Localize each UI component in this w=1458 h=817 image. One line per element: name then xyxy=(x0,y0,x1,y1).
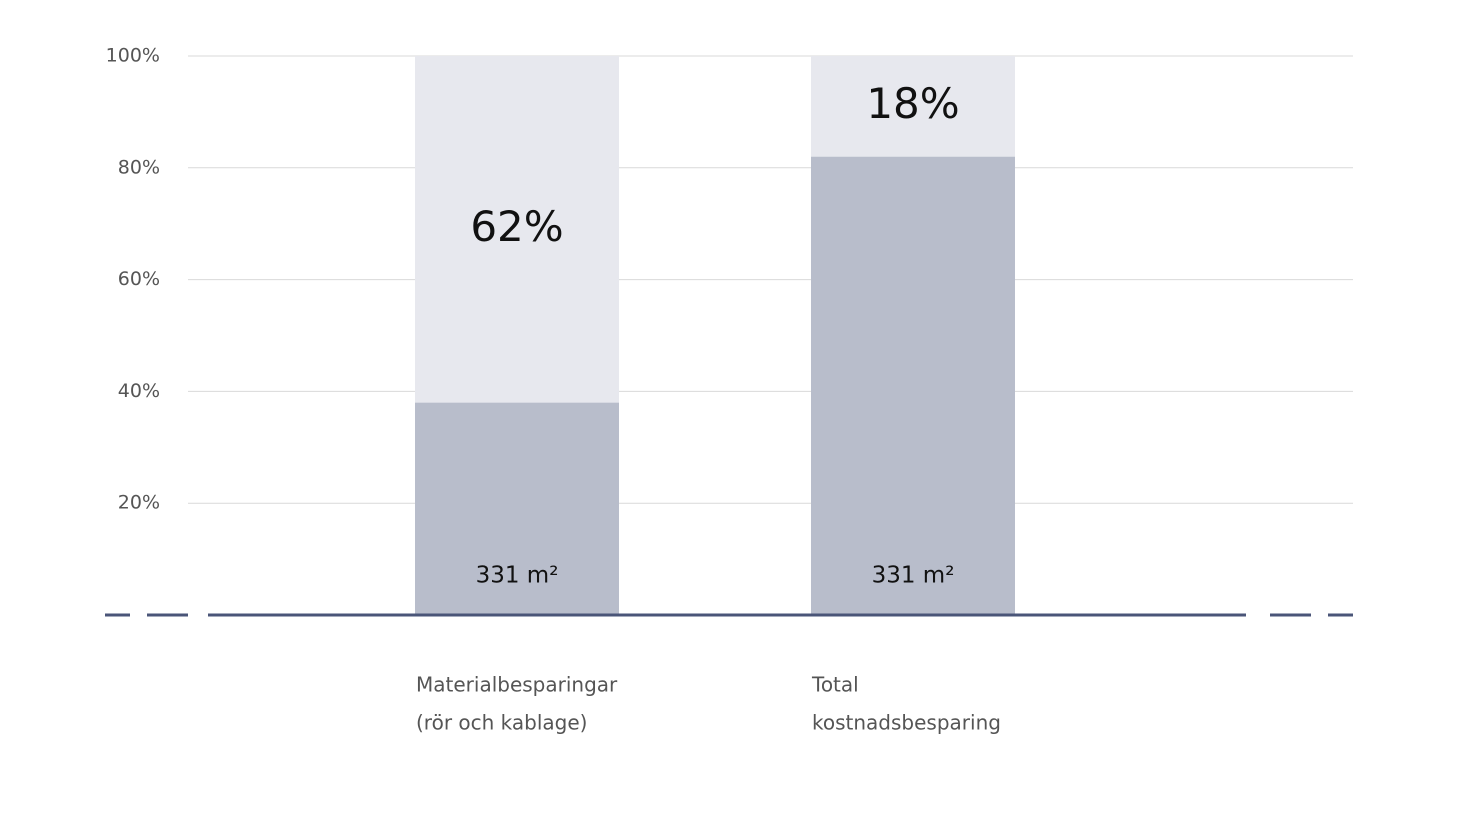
bar-segment xyxy=(811,156,1015,615)
y-tick-label: 100% xyxy=(106,45,160,67)
y-tick-label: 40% xyxy=(118,380,160,402)
bar-segment xyxy=(415,56,619,403)
y-tick-label: 20% xyxy=(118,492,160,514)
bar-segment xyxy=(811,56,1015,157)
value-label: 18% xyxy=(866,79,959,128)
y-tick-label: 60% xyxy=(118,268,160,290)
x-tick-label: Total xyxy=(811,673,859,697)
bar-segment xyxy=(415,402,619,615)
bar-annotation: 331 m² xyxy=(476,563,559,589)
y-tick-label: 80% xyxy=(118,156,160,178)
x-tick-label: (rör och kablage) xyxy=(416,711,587,735)
value-label: 62% xyxy=(470,202,563,251)
bar-annotation: 331 m² xyxy=(872,563,955,589)
x-tick-label: kostnadsbesparing xyxy=(812,711,1001,735)
x-tick-label: Materialbesparingar xyxy=(416,673,618,697)
